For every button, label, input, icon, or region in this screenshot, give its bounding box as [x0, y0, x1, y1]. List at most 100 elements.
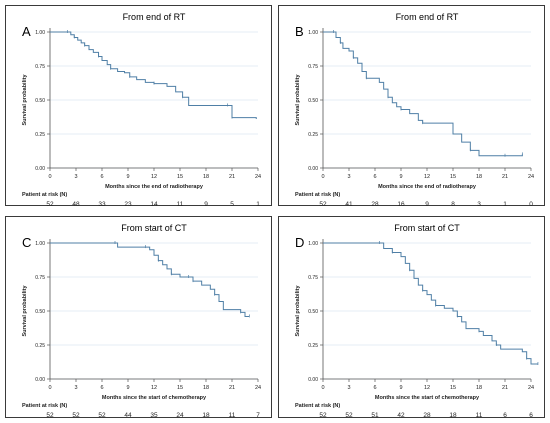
y-tick-label: 1.00	[35, 241, 45, 247]
risk-count: 6	[503, 412, 507, 419]
x-tick-label: 0	[48, 385, 51, 391]
x-tick-label: 24	[528, 174, 534, 180]
y-axis-label: Survival probability	[295, 285, 301, 337]
x-tick-label: 24	[255, 385, 261, 391]
risk-count: 52	[46, 201, 54, 208]
y-tick-label: 0.25	[35, 132, 45, 138]
y-tick-label: 0.50	[35, 98, 45, 104]
risk-count: 33	[98, 201, 106, 208]
chart-title: From end of RT	[396, 12, 459, 22]
risk-count: 6	[529, 412, 533, 419]
y-tick-label: 0.75	[35, 275, 45, 281]
risk-count: 42	[397, 412, 405, 419]
risk-count: 48	[72, 201, 80, 208]
x-tick-label: 24	[255, 174, 261, 180]
x-tick-label: 3	[347, 385, 350, 391]
risk-count: 24	[176, 412, 184, 419]
km-chart-d: From start of CT 0.00 0.25 0.50 0.75 1.00 0 3 6 9…	[295, 223, 539, 419]
chart-panel-c: C From start of CT 0.00 0.25 0.50 0.75 1.00 0 3…	[5, 216, 272, 419]
x-tick-label: 9	[126, 385, 129, 391]
risk-count: 28	[423, 412, 431, 419]
x-tick-label: 6	[100, 385, 103, 391]
x-axis-label: Months since the start of chemotherapy	[375, 395, 480, 401]
chart-panel-d: D From start of CT 0.00 0.25 0.50 0.75 1.00 0 3…	[278, 216, 545, 419]
risk-count: 35	[150, 412, 158, 419]
x-tick-label: 0	[48, 174, 51, 180]
x-tick-label: 3	[74, 174, 77, 180]
risk-count: 0	[529, 201, 533, 208]
risk-count: 16	[397, 201, 405, 208]
y-tick-label: 0.25	[35, 343, 45, 349]
chart-panel-a: A From end of RT 0.00 0.25 0.50 0.75 1.00 0 3 6 9…	[5, 5, 272, 208]
risk-count: 44	[124, 412, 132, 419]
risk-count: 1	[503, 201, 507, 208]
x-tick-label: 3	[347, 174, 350, 180]
x-tick-label: 9	[399, 385, 402, 391]
x-tick-label: 21	[229, 385, 235, 391]
risk-count: 52	[345, 412, 353, 419]
x-tick-label: 9	[399, 174, 402, 180]
x-tick-label: 15	[177, 174, 183, 180]
y-tick-label: 1.00	[35, 30, 45, 36]
panel-letter-d: D	[295, 235, 305, 250]
risk-count: 23	[124, 201, 132, 208]
risk-count: 1	[256, 201, 260, 208]
x-tick-label: 6	[373, 385, 376, 391]
risk-count: 51	[371, 412, 379, 419]
panel-letter-c: C	[22, 235, 32, 250]
risk-count: 9	[204, 201, 208, 208]
risk-count: 52	[319, 201, 327, 208]
x-tick-label: 18	[476, 174, 482, 180]
y-tick-label: 1.00	[308, 241, 318, 247]
risk-count: 52	[98, 412, 106, 419]
risk-count: 52	[319, 412, 327, 419]
x-tick-label: 6	[100, 174, 103, 180]
risk-count: 18	[449, 412, 457, 419]
y-tick-label: 0.75	[308, 275, 318, 281]
risk-count: 11	[476, 412, 483, 419]
km-chart-a: From end of RT0.000.250.500.751.000 3 6 9 12…	[22, 12, 261, 208]
survival-curve	[323, 31, 523, 157]
y-axis-label: Survival probability	[22, 285, 28, 337]
x-tick-label: 15	[450, 174, 456, 180]
risk-table-label: Patient at risk (N)	[295, 403, 340, 409]
risk-table-label: Patient at risk (N)	[22, 403, 67, 409]
risk-count: 52	[46, 412, 54, 419]
y-tick-label: 0.00	[35, 166, 45, 172]
x-tick-label: 0	[321, 385, 324, 391]
x-tick-label: 12	[424, 385, 430, 391]
y-tick-label: 0.00	[308, 166, 318, 172]
y-axis-label: Survival probability	[22, 74, 28, 126]
panel-letter-b: B	[295, 24, 304, 39]
y-tick-label: 0.75	[308, 64, 318, 70]
x-tick-label: 9	[126, 174, 129, 180]
x-tick-label: 6	[373, 174, 376, 180]
x-tick-label: 12	[424, 174, 430, 180]
km-chart-b: From end of RT0.000.250.500.751.000 3 6 9 12…	[295, 12, 534, 208]
risk-count: 11	[229, 412, 236, 419]
y-tick-label: 0.75	[35, 64, 45, 70]
chart-panel-b: B From end of RT 0.00 0.25 0.50 0.75 1.00 0 3 6 9…	[278, 5, 545, 208]
risk-count: 11	[177, 201, 184, 208]
risk-count: 7	[256, 412, 260, 419]
y-tick-label: 0.25	[308, 343, 318, 349]
x-axis-label: Months since the end of radiotherapy	[105, 184, 204, 190]
survival-curve	[50, 31, 257, 120]
x-tick-label: 3	[74, 385, 77, 391]
km-chart-c: From start of CT 0.00 0.25 0.50 0.75 1.00 0 3 6 9…	[22, 223, 261, 419]
x-tick-label: 21	[502, 385, 508, 391]
x-tick-label: 12	[151, 174, 157, 180]
chart-title: From end of RT	[123, 12, 186, 22]
risk-count: 9	[425, 201, 429, 208]
panel-letter-a: A	[22, 24, 31, 39]
risk-table-label: Patient at risk (N)	[22, 192, 67, 198]
y-tick-label: 0.50	[308, 309, 318, 315]
y-tick-label: 0.25	[308, 132, 318, 138]
survival-curve	[50, 242, 250, 317]
x-tick-label: 0	[321, 174, 324, 180]
x-axis-label: Months since the start of chemotherapy	[102, 395, 207, 401]
chart-title: From start of CT	[121, 223, 187, 233]
x-tick-label: 21	[502, 174, 508, 180]
y-tick-label: 0.50	[308, 98, 318, 104]
risk-count: 28	[371, 201, 379, 208]
